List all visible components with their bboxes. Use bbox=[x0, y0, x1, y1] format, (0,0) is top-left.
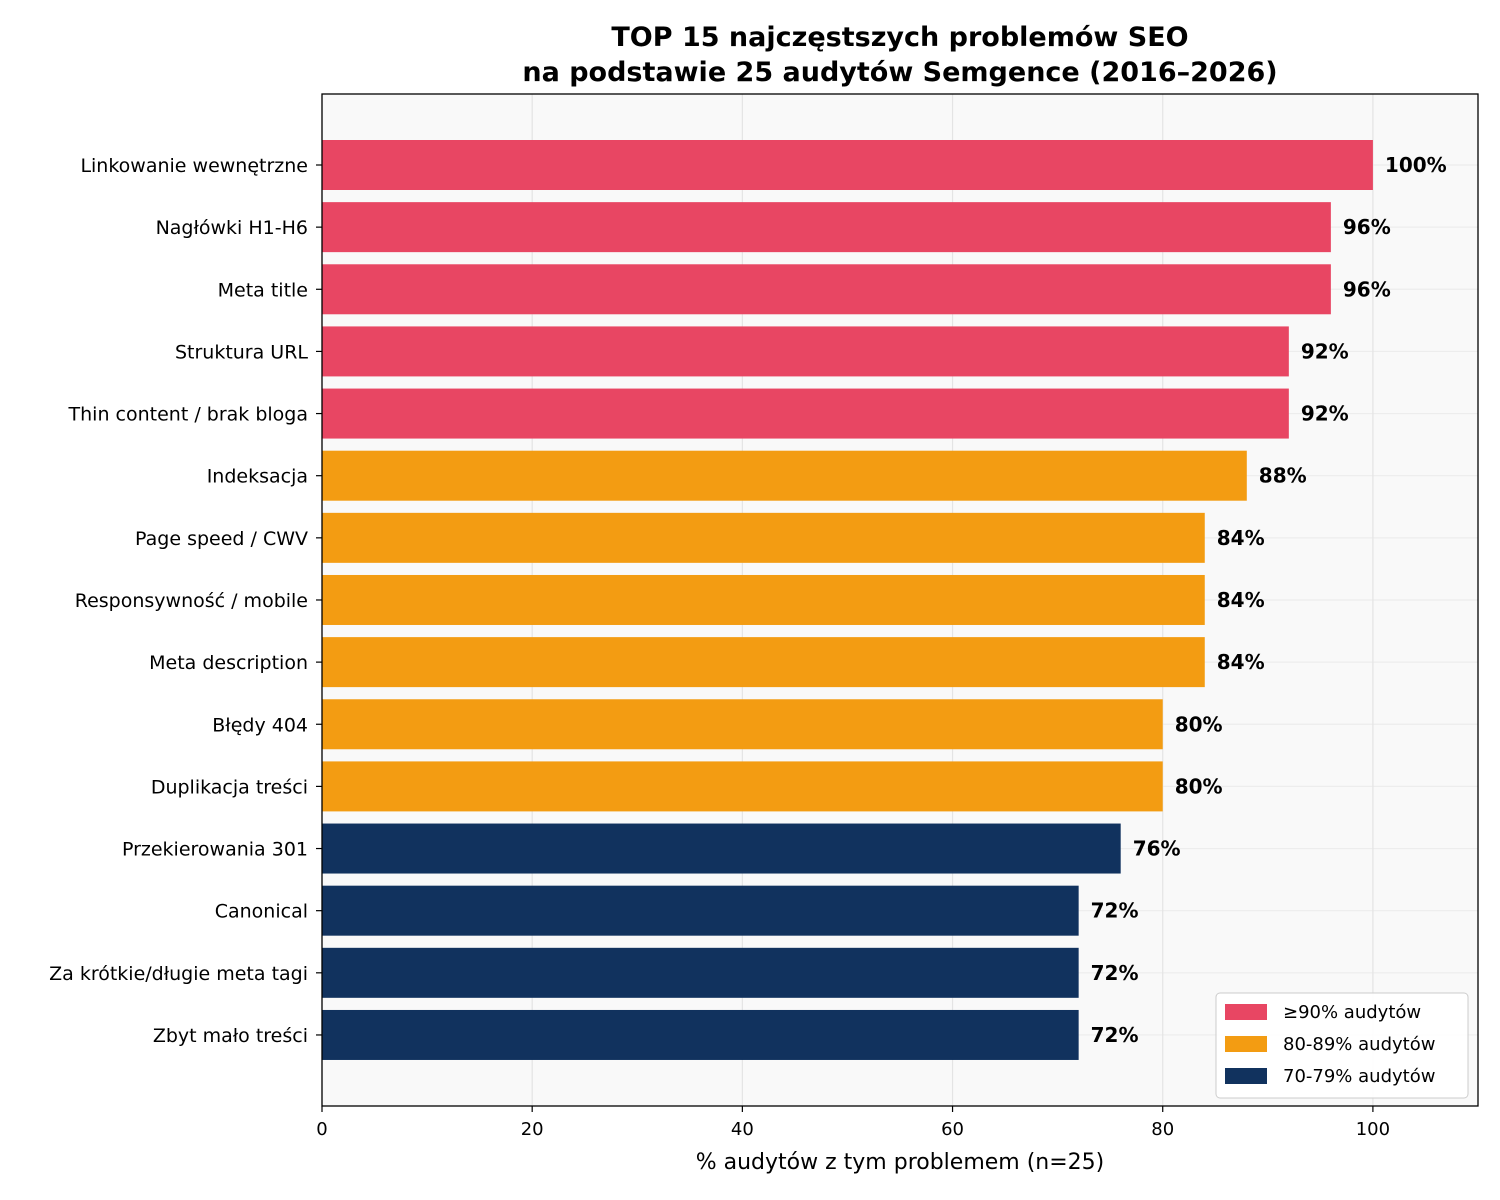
legend: ≥90% audytów 80-89% audytów 70-79% audytów bbox=[1215, 992, 1469, 1099]
value-label-3: 92% bbox=[1301, 339, 1349, 363]
bars bbox=[322, 140, 1373, 1060]
category-label-10: Duplikacja treści bbox=[151, 776, 308, 798]
bar-12 bbox=[322, 885, 1079, 936]
bar-2 bbox=[322, 264, 1331, 315]
category-label-4: Thin content / brak bloga bbox=[68, 404, 308, 426]
plot-frame bbox=[321, 93, 1479, 1107]
legend-swatch-0 bbox=[1225, 1004, 1267, 1020]
x-tick-label-1: 20 bbox=[521, 1119, 544, 1140]
value-label-0: 100% bbox=[1385, 153, 1447, 177]
bar-0 bbox=[322, 140, 1373, 190]
legend-label-1: 80-89% audytów bbox=[1283, 1034, 1435, 1055]
category-label-1: Nagłówki H1-H6 bbox=[156, 217, 308, 239]
value-label-9: 80% bbox=[1175, 712, 1223, 736]
x-tick-label-0: 0 bbox=[316, 1119, 327, 1140]
category-label-9: Błędy 404 bbox=[212, 714, 308, 736]
bar-8 bbox=[322, 637, 1205, 688]
bar-4 bbox=[322, 388, 1289, 439]
bar-11 bbox=[322, 823, 1121, 874]
bar-10 bbox=[322, 761, 1163, 812]
category-label-2: Meta title bbox=[218, 279, 308, 301]
x-tick-label-2: 40 bbox=[731, 1119, 754, 1140]
bar-1 bbox=[322, 202, 1331, 253]
chart-title-line-1: TOP 15 najczęstszych problemów SEO bbox=[611, 22, 1188, 53]
legend-box bbox=[1215, 992, 1469, 1099]
bar-7 bbox=[322, 574, 1205, 625]
category-label-6: Page speed / CWV bbox=[135, 528, 308, 550]
legend-swatch-2 bbox=[1225, 1068, 1267, 1084]
category-label-11: Przekierowania 301 bbox=[122, 839, 308, 861]
category-label-12: Canonical bbox=[215, 901, 308, 923]
category-label-7: Responsywność / mobile bbox=[75, 590, 308, 612]
chart-title-line-2: na podstawie 25 audytów Semgence (2016–2… bbox=[522, 57, 1277, 88]
category-label-0: Linkowanie wewnętrzne bbox=[80, 155, 308, 177]
x-axis-label: % audytów z tym problemem (n=25) bbox=[696, 1150, 1105, 1175]
value-label-2: 96% bbox=[1343, 277, 1391, 301]
bar-14 bbox=[322, 1009, 1079, 1060]
value-label-1: 96% bbox=[1343, 215, 1391, 239]
bar-9 bbox=[322, 699, 1163, 750]
x-ticks: 0 20 40 60 80 100 bbox=[316, 1106, 1390, 1140]
category-label-13: Za krótkie/długie meta tagi bbox=[49, 963, 308, 985]
bar-5 bbox=[322, 450, 1247, 501]
bar-6 bbox=[322, 512, 1205, 563]
x-tick-label-5: 100 bbox=[1356, 1119, 1390, 1140]
value-label-12: 72% bbox=[1091, 899, 1139, 923]
category-labels: Linkowanie wewnętrzne Nagłówki H1-H6 Meta … bbox=[49, 155, 322, 1047]
value-label-7: 84% bbox=[1217, 588, 1265, 612]
value-label-5: 88% bbox=[1259, 464, 1307, 488]
bar-13 bbox=[322, 947, 1079, 998]
x-tick-label-3: 60 bbox=[941, 1119, 964, 1140]
value-label-11: 76% bbox=[1133, 837, 1181, 861]
category-label-8: Meta description bbox=[149, 652, 308, 674]
value-label-10: 80% bbox=[1175, 774, 1223, 798]
legend-label-0: ≥90% audytów bbox=[1283, 1002, 1421, 1023]
value-label-13: 72% bbox=[1091, 961, 1139, 985]
category-label-3: Struktura URL bbox=[175, 341, 308, 363]
category-label-14: Zbyt mało treści bbox=[153, 1025, 308, 1047]
legend-swatch-1 bbox=[1225, 1036, 1267, 1052]
value-labels: 100% 96% 96% 92% 92% 88% 84% 84% 84% 80% 80% 76% 72%… bbox=[1091, 153, 1447, 1047]
value-label-14: 72% bbox=[1091, 1023, 1139, 1047]
x-tick-label-4: 80 bbox=[1151, 1119, 1174, 1140]
value-label-8: 84% bbox=[1217, 650, 1265, 674]
value-label-4: 92% bbox=[1301, 402, 1349, 426]
legend-label-2: 70-79% audytów bbox=[1283, 1066, 1435, 1087]
bar-3 bbox=[322, 326, 1289, 377]
value-label-6: 84% bbox=[1217, 526, 1265, 550]
category-label-5: Indeksacja bbox=[207, 466, 308, 488]
